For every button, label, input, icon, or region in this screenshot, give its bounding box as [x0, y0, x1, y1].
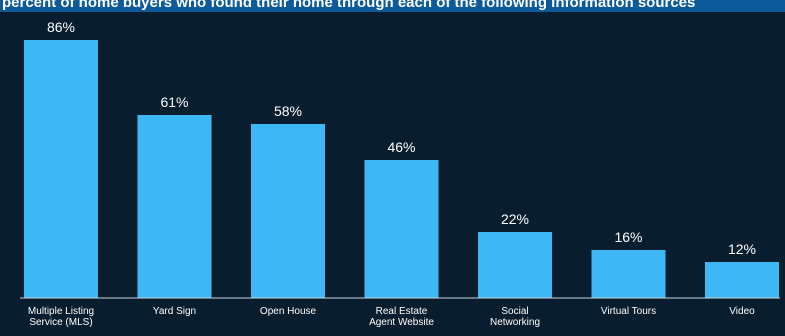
- category-label-line: Real Estate: [376, 306, 428, 317]
- category-labels-layer: Multiple Listing Service (MLS) Yard Sign Op…: [28, 306, 755, 328]
- header-caption: percent of home buyers who found their h…: [2, 0, 696, 11]
- bar-value-label: 16%: [614, 229, 642, 245]
- bar-value-label: 61%: [160, 94, 188, 110]
- header-band: percent of home buyers who found their h…: [0, 0, 785, 12]
- bar: [478, 232, 552, 298]
- bars-layer: [24, 40, 779, 298]
- bar-value-label: 46%: [387, 139, 415, 155]
- category-label-line: Yard Sign: [153, 306, 196, 317]
- bar: [591, 250, 666, 298]
- bar: [24, 40, 98, 298]
- category-label: Video: [729, 306, 755, 317]
- category-label-line: Video: [729, 306, 755, 317]
- bar: [705, 262, 779, 298]
- bar: [137, 115, 212, 298]
- category-label: Open House: [260, 306, 317, 317]
- category-label: Yard Sign: [153, 306, 196, 317]
- bar-value-label: 22%: [501, 211, 529, 227]
- bar-value-label: 58%: [274, 103, 302, 119]
- category-label-line: Multiple Listing: [28, 306, 94, 317]
- category-label: Multiple Listing Service (MLS): [28, 306, 94, 328]
- value-labels-layer: 86% 61% 58% 46% 22% 16% 12%: [47, 19, 756, 257]
- bar: [251, 124, 325, 298]
- category-label: Social Networking: [490, 306, 540, 328]
- category-label-line: Social: [501, 306, 528, 317]
- category-label-line: Virtual Tours: [601, 306, 656, 317]
- category-label: Real Estate Agent Website: [369, 306, 434, 328]
- category-label: Virtual Tours: [601, 306, 656, 317]
- category-label-line: Agent Website: [369, 317, 434, 328]
- bar: [364, 160, 439, 298]
- category-label-line: Open House: [260, 306, 317, 317]
- bar-value-label: 12%: [728, 241, 756, 257]
- bar-value-label: 86%: [47, 19, 75, 35]
- category-label-line: Networking: [490, 317, 540, 328]
- category-label-line: Service (MLS): [29, 317, 92, 328]
